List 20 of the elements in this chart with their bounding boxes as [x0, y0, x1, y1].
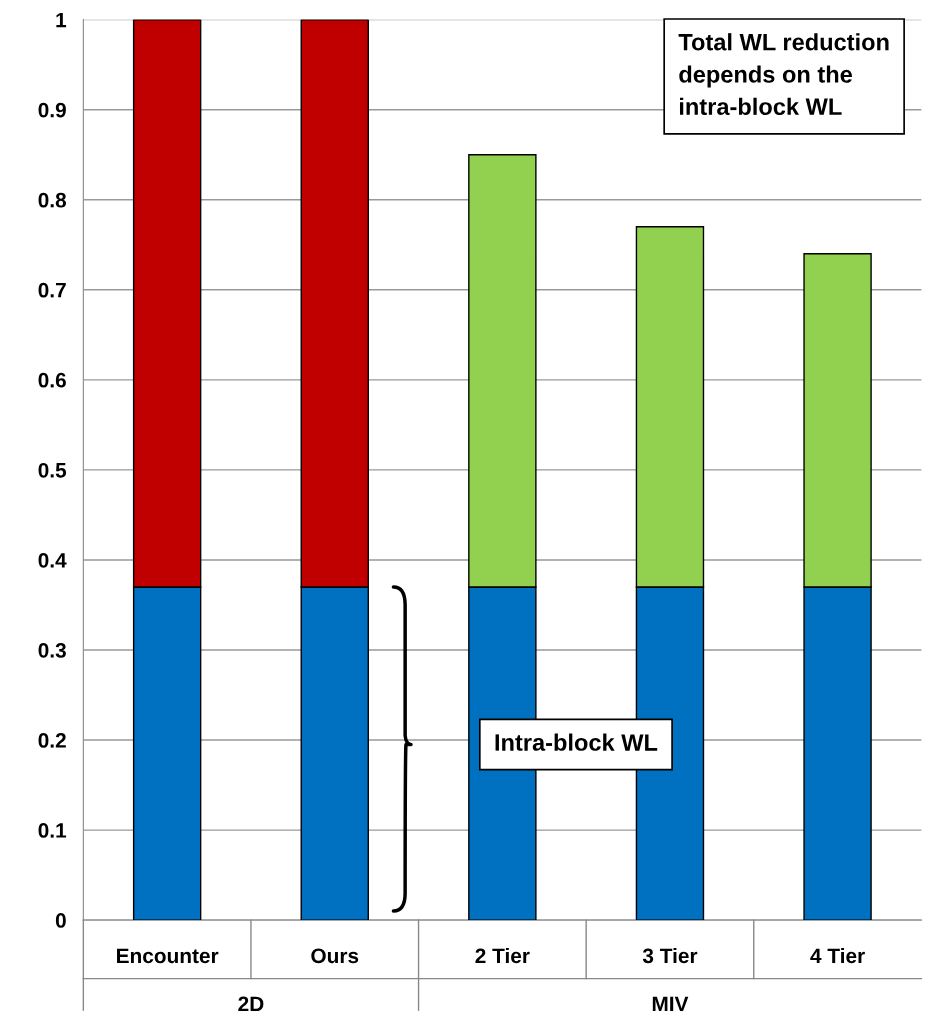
- x-tick-label: 3 Tier: [642, 947, 698, 964]
- annotation: Total WL reduction depends on the intra-block WL: [678, 33, 889, 116]
- y-tick-label: 0.7: [38, 282, 66, 298]
- x-tick-label: 4 Tier: [810, 947, 865, 964]
- y-tick-label: 0.6: [38, 372, 66, 388]
- annotation: Intra-block WL: [495, 733, 658, 751]
- y-tick-label: 0.3: [38, 642, 66, 658]
- y-tick-label: 0: [55, 913, 66, 928]
- y-tick-label: 0.9: [38, 102, 66, 118]
- y-tick-label: 0.1: [38, 823, 67, 838]
- text: 2D: [238, 996, 264, 1012]
- y-tick-label: 0.8: [38, 192, 67, 208]
- x-tick-label: Encounter: [117, 948, 219, 964]
- y-tick-label: 0.4: [38, 552, 67, 568]
- x-tick-label: Ours: [311, 948, 359, 964]
- y-tick-label: 1: [56, 12, 67, 28]
- y-tick-label: 0.2: [38, 733, 66, 748]
- x-tick-label: 2 Tier: [475, 947, 530, 964]
- y-tick-label: 0.5: [38, 462, 67, 478]
- text: MIV: [652, 996, 689, 1012]
